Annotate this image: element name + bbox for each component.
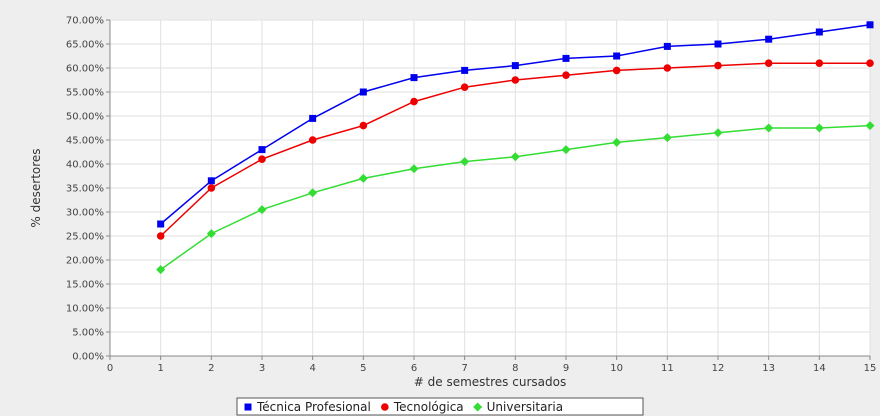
x-tick-label: 10 — [610, 363, 623, 374]
legend-marker — [381, 403, 389, 411]
y-tick-label: 35.00% — [66, 184, 104, 195]
data-point — [156, 265, 166, 275]
y-tick-label: 5.00% — [72, 328, 104, 339]
x-tick-label: 1 — [157, 363, 163, 374]
legend-marker — [473, 402, 483, 412]
x-tick-label: 11 — [661, 363, 674, 374]
x-tick-label: 9 — [563, 363, 569, 374]
legend-label: Técnica Profesional — [256, 400, 371, 414]
data-point — [460, 83, 469, 91]
x-tick-label: 12 — [712, 363, 725, 374]
y-tick-label: 25.00% — [66, 232, 104, 243]
y-tick-label: 10.00% — [66, 304, 104, 315]
y-tick-label: 15.00% — [66, 280, 104, 291]
data-point — [764, 59, 773, 67]
data-point — [814, 123, 824, 133]
data-point — [714, 61, 722, 70]
data-point — [207, 177, 215, 185]
y-tick-label: 0.00% — [72, 352, 104, 363]
data-point — [308, 188, 318, 198]
x-tick-label: 15 — [864, 363, 877, 374]
legend-label: Universitaria — [487, 400, 563, 414]
y-axis-title: % desertores — [29, 148, 43, 227]
data-point — [206, 229, 216, 239]
series-universitaria — [156, 121, 875, 275]
data-point — [612, 137, 622, 147]
legend-box — [236, 397, 644, 416]
data-point — [308, 136, 317, 144]
x-tick-label: 0 — [107, 363, 113, 374]
legend: Técnica Profesional Tecnológica Universita… — [236, 397, 644, 416]
data-point — [309, 114, 317, 122]
data-point — [157, 220, 165, 228]
y-tick-label: 40.00% — [66, 160, 104, 171]
x-tick-label: 7 — [461, 363, 467, 374]
legend-label: Tecnológica — [393, 400, 464, 414]
data-point — [714, 40, 722, 48]
data-point — [156, 232, 165, 240]
data-point — [410, 74, 418, 82]
data-point — [410, 97, 418, 106]
data-point — [510, 152, 520, 162]
y-tick-label: 20.00% — [66, 256, 104, 267]
x-tick-label: 14 — [813, 363, 826, 374]
data-point — [358, 173, 368, 183]
legend-items: Técnica Profesional Tecnológica Universita… — [244, 400, 563, 414]
data-point — [257, 205, 267, 215]
data-point — [562, 54, 570, 62]
data-point — [865, 121, 875, 131]
y-tick-label: 45.00% — [66, 136, 104, 147]
legend-item: Universitaria — [473, 400, 563, 414]
x-tick-label: 13 — [762, 363, 775, 374]
data-point — [866, 59, 874, 67]
data-point — [409, 164, 419, 174]
data-point — [562, 71, 570, 79]
x-tick-label: 8 — [512, 363, 518, 374]
data-point — [511, 62, 519, 70]
x-tick-label: 6 — [411, 363, 417, 374]
y-tick-label: 60.00% — [66, 64, 104, 75]
data-point — [511, 76, 520, 84]
x-tick-label: 4 — [309, 363, 315, 374]
data-point — [359, 121, 368, 130]
data-point — [765, 35, 773, 43]
x-axis-title: # de semestres cursados — [414, 375, 566, 389]
data-point — [662, 133, 672, 143]
legend-item: Técnica Profesional — [244, 400, 371, 414]
data-point — [258, 155, 266, 163]
data-point — [612, 66, 621, 75]
data-point — [713, 128, 723, 138]
y-tick-label: 50.00% — [66, 112, 104, 123]
y-tick-label: 65.00% — [66, 40, 104, 51]
data-point — [613, 52, 621, 60]
data-point — [815, 59, 824, 67]
data-point — [461, 66, 469, 74]
data-point — [359, 88, 367, 96]
series-tecnica-profesional — [157, 21, 874, 228]
series-tecnologica — [156, 59, 874, 240]
y-tick-label: 70.00% — [66, 16, 104, 27]
data-point — [561, 145, 571, 155]
data-point — [815, 28, 823, 36]
y-tick-label: 55.00% — [66, 88, 104, 99]
legend-marker — [244, 403, 252, 411]
series-layer — [156, 21, 875, 275]
y-axis-ticks: 0.00% 5.00% 10.00% 15.00% 20.00% 25.00% 30.00%… — [66, 16, 110, 363]
data-point — [460, 157, 470, 167]
x-tick-label: 3 — [259, 363, 265, 374]
legend-item: Tecnológica — [381, 400, 464, 414]
y-tick-label: 30.00% — [66, 208, 104, 219]
x-tick-label: 5 — [360, 363, 366, 374]
x-axis-ticks: 0 1 2 3 4 5 6 7 8 9 10 11 12 13 14 15 — [107, 356, 877, 374]
data-point — [663, 42, 671, 50]
data-point — [207, 184, 216, 192]
x-tick-label: 2 — [208, 363, 214, 374]
data-point — [663, 64, 672, 72]
data-point — [258, 146, 266, 154]
data-point — [764, 123, 774, 133]
data-point — [866, 21, 874, 29]
